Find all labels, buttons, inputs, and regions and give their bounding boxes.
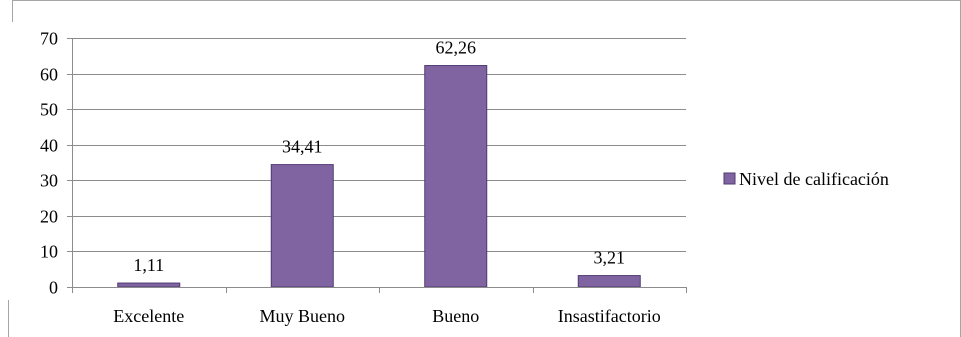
bar-muy-bueno xyxy=(270,164,334,288)
legend-label: Nivel de calificación xyxy=(739,169,889,189)
y-tick-label: 50 xyxy=(40,100,58,120)
y-tick-label: 40 xyxy=(40,136,58,156)
y-tick-label: 10 xyxy=(40,242,58,262)
y-tick-labels: 0 10 20 30 40 50 60 70 xyxy=(40,29,58,298)
category-label: Insastifactorio xyxy=(558,306,661,326)
data-label: 62,26 xyxy=(436,38,477,58)
bar-excelente xyxy=(117,282,181,288)
bar-bueno xyxy=(424,65,488,288)
data-label: 34,41 xyxy=(282,137,323,157)
gridlines xyxy=(72,38,686,252)
bars xyxy=(117,65,641,288)
y-tick-label: 30 xyxy=(40,171,58,191)
y-tick-label: 60 xyxy=(40,65,58,85)
category-label: Excelente xyxy=(113,306,184,326)
y-tick-label: 20 xyxy=(40,207,58,227)
category-label: Bueno xyxy=(432,306,479,326)
data-labels: 1,11 34,41 62,26 3,21 xyxy=(133,38,625,276)
data-label: 1,11 xyxy=(133,255,164,275)
data-label: 3,21 xyxy=(594,248,626,268)
bar-insastifactorio xyxy=(577,275,641,288)
legend: Nivel de calificación xyxy=(723,169,889,189)
category-label: Muy Bueno xyxy=(260,306,346,326)
category-labels: Excelente Muy Bueno Bueno Insastifactorio xyxy=(113,306,660,326)
axes xyxy=(67,38,687,293)
y-tick-label: 70 xyxy=(40,29,58,49)
legend-swatch xyxy=(723,172,736,185)
y-tick-label: 0 xyxy=(49,278,58,298)
